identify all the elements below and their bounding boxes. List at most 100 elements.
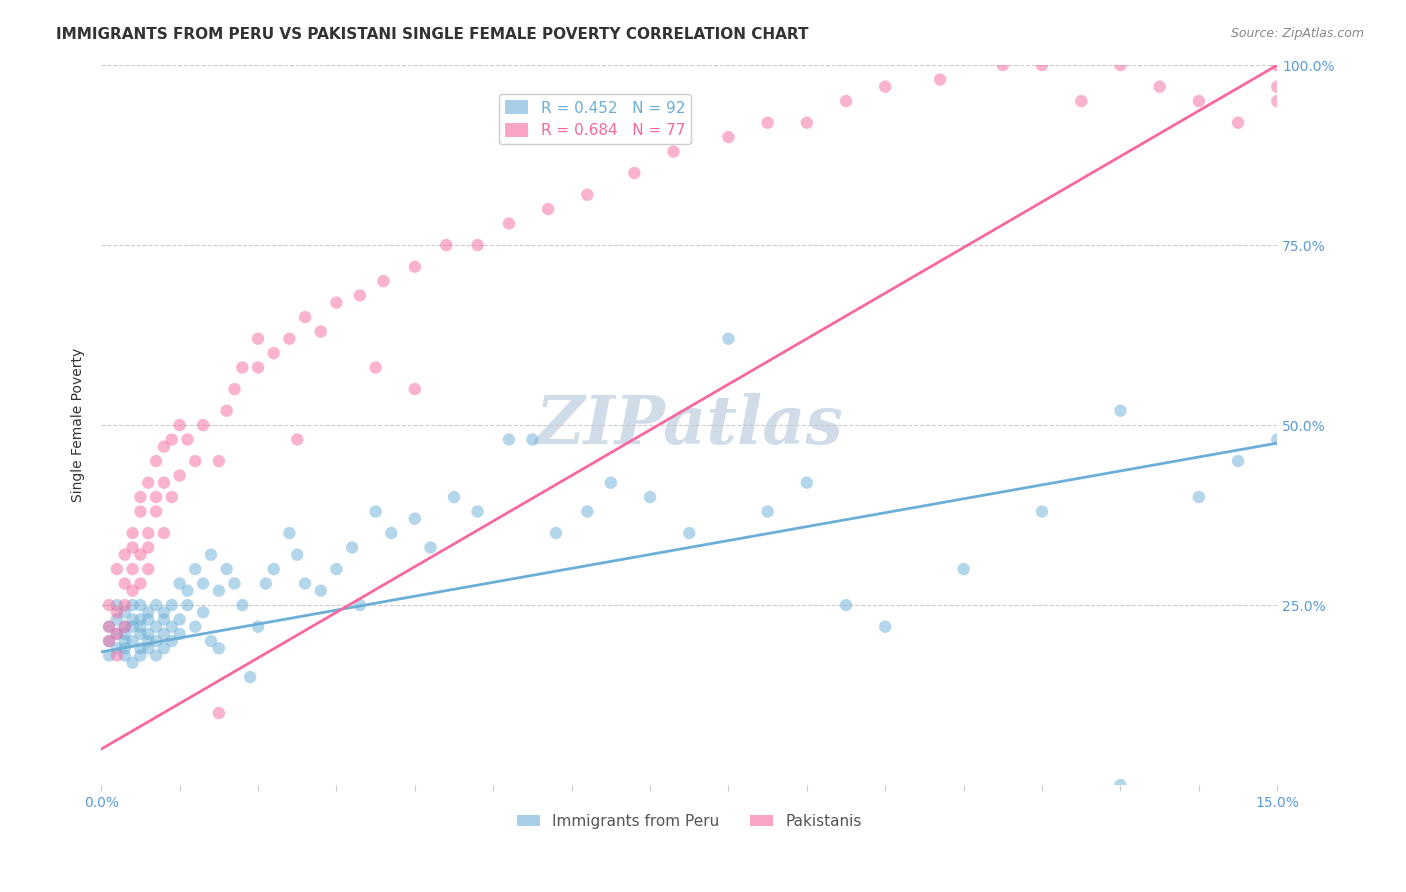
Immigrants from Peru <box>498 433 520 447</box>
Pakistanis <box>169 468 191 483</box>
Pakistanis <box>121 562 143 576</box>
Immigrants from Peru <box>208 583 231 598</box>
Immigrants from Peru <box>380 526 402 541</box>
Pakistanis <box>114 598 136 612</box>
Pakistanis <box>498 217 520 231</box>
Immigrants from Peru <box>136 605 159 619</box>
Pakistanis <box>1265 79 1288 94</box>
Immigrants from Peru <box>340 541 363 555</box>
Immigrants from Peru <box>153 641 176 656</box>
Pakistanis <box>325 295 347 310</box>
Pakistanis <box>105 648 128 663</box>
Immigrants from Peru <box>191 605 214 619</box>
Pakistanis <box>364 360 387 375</box>
Pakistanis <box>145 504 167 518</box>
Pakistanis <box>835 94 858 108</box>
Immigrants from Peru <box>717 332 740 346</box>
Pakistanis <box>1149 79 1171 94</box>
Pakistanis <box>404 382 426 396</box>
Pakistanis <box>263 346 285 360</box>
Pakistanis <box>184 454 207 468</box>
Immigrants from Peru <box>263 562 285 576</box>
Immigrants from Peru <box>309 583 332 598</box>
Immigrants from Peru <box>105 598 128 612</box>
Pakistanis <box>285 433 308 447</box>
Pakistanis <box>129 548 152 562</box>
Pakistanis <box>98 598 121 612</box>
Immigrants from Peru <box>114 648 136 663</box>
Pakistanis <box>129 490 152 504</box>
Immigrants from Peru <box>239 670 262 684</box>
Text: Source: ZipAtlas.com: Source: ZipAtlas.com <box>1230 27 1364 40</box>
Text: IMMIGRANTS FROM PERU VS PAKISTANI SINGLE FEMALE POVERTY CORRELATION CHART: IMMIGRANTS FROM PERU VS PAKISTANI SINGLE… <box>56 27 808 42</box>
Immigrants from Peru <box>129 641 152 656</box>
Pakistanis <box>349 288 371 302</box>
Immigrants from Peru <box>105 627 128 641</box>
Pakistanis <box>224 382 246 396</box>
Pakistanis <box>121 541 143 555</box>
Immigrants from Peru <box>184 620 207 634</box>
Immigrants from Peru <box>756 504 779 518</box>
Pakistanis <box>136 562 159 576</box>
Immigrants from Peru <box>952 562 974 576</box>
Pakistanis <box>309 325 332 339</box>
Pakistanis <box>136 475 159 490</box>
Immigrants from Peru <box>1031 504 1053 518</box>
Immigrants from Peru <box>114 641 136 656</box>
Immigrants from Peru <box>325 562 347 576</box>
Immigrants from Peru <box>145 598 167 612</box>
Immigrants from Peru <box>129 598 152 612</box>
Immigrants from Peru <box>544 526 567 541</box>
Pakistanis <box>929 72 952 87</box>
Pakistanis <box>114 620 136 634</box>
Immigrants from Peru <box>153 627 176 641</box>
Immigrants from Peru <box>121 612 143 626</box>
Pakistanis <box>623 166 645 180</box>
Pakistanis <box>129 504 152 518</box>
Immigrants from Peru <box>200 548 222 562</box>
Immigrants from Peru <box>145 634 167 648</box>
Immigrants from Peru <box>114 620 136 634</box>
Pakistanis <box>105 562 128 576</box>
Immigrants from Peru <box>136 627 159 641</box>
Immigrants from Peru <box>145 620 167 634</box>
Pakistanis <box>373 274 395 288</box>
Immigrants from Peru <box>285 548 308 562</box>
Pakistanis <box>114 548 136 562</box>
Pakistanis <box>121 583 143 598</box>
Immigrants from Peru <box>1109 778 1132 792</box>
Immigrants from Peru <box>467 504 489 518</box>
Pakistanis <box>231 360 253 375</box>
Pakistanis <box>991 58 1014 72</box>
Pakistanis <box>153 475 176 490</box>
Immigrants from Peru <box>576 504 599 518</box>
Pakistanis <box>537 202 560 216</box>
Pakistanis <box>191 418 214 433</box>
Pakistanis <box>756 116 779 130</box>
Immigrants from Peru <box>215 562 238 576</box>
Pakistanis <box>121 526 143 541</box>
Immigrants from Peru <box>114 634 136 648</box>
Immigrants from Peru <box>176 598 198 612</box>
Pakistanis <box>1265 94 1288 108</box>
Pakistanis <box>294 310 316 324</box>
Pakistanis <box>247 332 270 346</box>
Immigrants from Peru <box>364 504 387 518</box>
Immigrants from Peru <box>136 634 159 648</box>
Pakistanis <box>208 706 231 720</box>
Immigrants from Peru <box>875 620 897 634</box>
Immigrants from Peru <box>208 641 231 656</box>
Immigrants from Peru <box>160 598 183 612</box>
Pakistanis <box>176 433 198 447</box>
Immigrants from Peru <box>160 620 183 634</box>
Pakistanis <box>1031 58 1053 72</box>
Immigrants from Peru <box>184 562 207 576</box>
Immigrants from Peru <box>522 433 544 447</box>
Pakistanis <box>169 418 191 433</box>
Pakistanis <box>717 130 740 145</box>
Immigrants from Peru <box>443 490 465 504</box>
Pakistanis <box>153 440 176 454</box>
Pakistanis <box>434 238 457 252</box>
Pakistanis <box>1070 94 1092 108</box>
Pakistanis <box>278 332 301 346</box>
